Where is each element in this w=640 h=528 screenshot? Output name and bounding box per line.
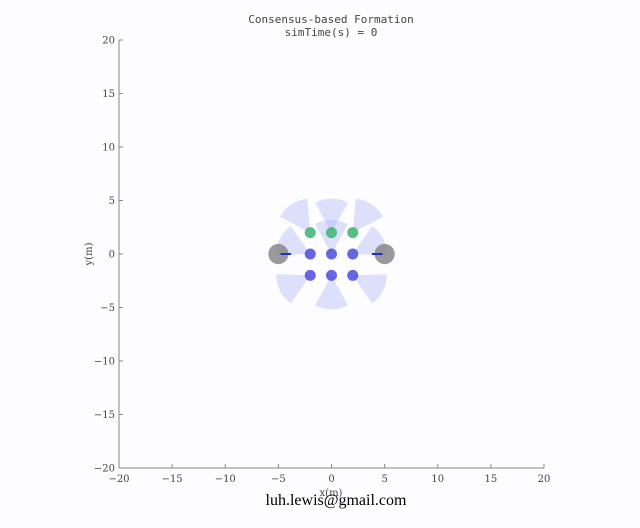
agent-point <box>304 227 316 239</box>
y-tick-label: −15 <box>94 410 115 421</box>
agent-point <box>325 227 338 239</box>
x-tick-label: 10 <box>431 474 444 485</box>
axes: −20 −15 −10 −5 0 5 10 15 20 −20 −15 −10 −5 0 5 10 15 20 <box>94 36 550 486</box>
x-axis-label: x(m) <box>320 488 343 499</box>
x-tick-label: −10 <box>215 474 236 485</box>
sensor-cone <box>315 198 348 233</box>
y-tick-label: 0 <box>109 250 115 261</box>
x-tick-label: −5 <box>271 474 286 485</box>
agent-point <box>304 269 316 281</box>
sensor-cone <box>352 198 383 233</box>
y-tick-label: −20 <box>94 464 115 475</box>
y-tick-label: 15 <box>102 89 115 100</box>
agent-point <box>347 227 359 239</box>
sensor-cone <box>276 274 311 304</box>
chart-title: Consensus-based Formation <box>248 13 414 26</box>
y-tick-label: −10 <box>94 357 115 368</box>
x-tick-label: 15 <box>485 474 498 485</box>
chart-subtitle: simTime(s) = 0 <box>285 26 378 39</box>
y-axis-label: y(m) <box>84 242 95 266</box>
watermark-text: luh.lewis@gmail.com <box>266 492 407 509</box>
x-tick-label: 5 <box>381 474 387 485</box>
y-tick-label: 20 <box>102 36 115 47</box>
sensor-cone <box>352 274 387 304</box>
x-tick-label: −15 <box>162 474 183 485</box>
agent-point <box>325 269 338 281</box>
y-tick-label: 10 <box>102 143 115 154</box>
agent-point <box>304 248 316 260</box>
y-tick-label: −5 <box>100 303 115 314</box>
plot-marks <box>268 227 395 281</box>
agent-point <box>347 269 359 281</box>
y-tick-label: 5 <box>109 196 115 207</box>
sensor-cone <box>280 198 311 233</box>
agent-point <box>347 248 359 260</box>
obstacle-point <box>268 243 289 265</box>
sensor-cone <box>315 275 348 310</box>
x-tick-label: −20 <box>108 474 129 485</box>
agent-point <box>325 248 338 260</box>
x-tick-label: 20 <box>538 474 551 485</box>
obstacle-point <box>374 243 395 265</box>
x-tick-label: 0 <box>328 474 334 485</box>
